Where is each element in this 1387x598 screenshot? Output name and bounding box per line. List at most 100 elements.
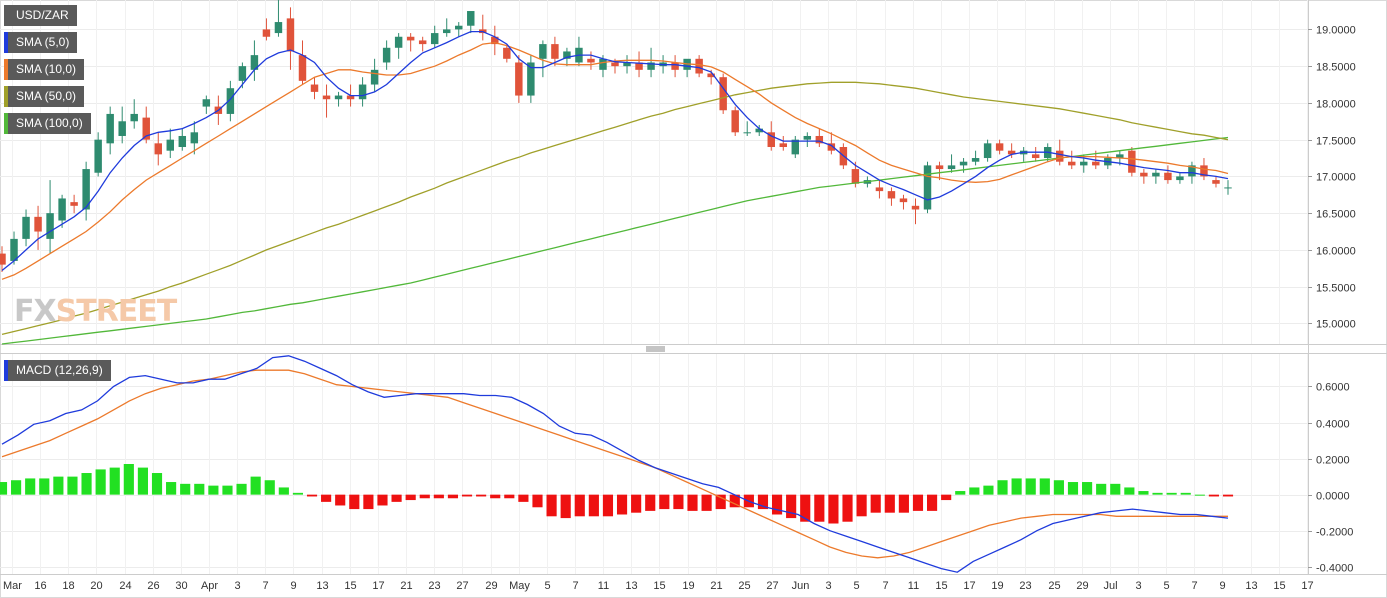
macd-histogram-bar xyxy=(631,494,642,513)
macd-histogram-bar xyxy=(645,494,656,511)
macd-histogram-bar xyxy=(532,494,543,508)
candle xyxy=(575,36,583,67)
date-tick-label: 27 xyxy=(456,580,468,592)
candle-body xyxy=(322,95,331,100)
candle xyxy=(635,51,643,78)
candle xyxy=(94,132,102,177)
candle-body xyxy=(995,143,1004,151)
date-tick-label: 7 xyxy=(262,580,268,592)
macd-histogram-bar xyxy=(335,494,346,506)
date-tick-label: 30 xyxy=(175,580,187,592)
macd-histogram-bar xyxy=(1039,478,1050,495)
date-tick-label: 15 xyxy=(1273,580,1285,592)
candle xyxy=(226,80,235,122)
candle xyxy=(10,231,18,265)
candle xyxy=(587,51,595,70)
macd-histogram-bar xyxy=(461,494,473,497)
candle-body xyxy=(959,161,968,166)
macd-histogram-bar xyxy=(95,469,106,495)
macd-histogram-bar xyxy=(236,483,247,495)
candle-body xyxy=(238,66,247,81)
candle-body xyxy=(467,11,475,26)
candle-body xyxy=(527,62,535,96)
macd-histogram-bar xyxy=(349,494,360,510)
date-tick-label: 9 xyxy=(290,580,296,592)
candle xyxy=(479,14,487,41)
date-tick-label: 21 xyxy=(400,580,412,592)
candle xyxy=(671,55,679,78)
candle-body xyxy=(455,25,463,30)
price-tick-label: 16.5000 xyxy=(1316,209,1356,221)
macd-histogram-bar xyxy=(166,482,177,495)
macd-tick-label: 0.6000 xyxy=(1316,382,1350,394)
sma100-line xyxy=(1,136,1229,345)
candle xyxy=(418,36,427,52)
macd-histogram-bar xyxy=(363,494,374,510)
macd-tick-label: -0.2000 xyxy=(1316,527,1353,539)
candle-body xyxy=(22,216,30,239)
candle-body xyxy=(1128,150,1136,173)
macd-histogram-bar xyxy=(941,494,952,501)
candle xyxy=(935,161,944,181)
candle-body xyxy=(803,135,812,140)
candle-body xyxy=(1188,165,1196,177)
candle-body xyxy=(370,69,379,85)
macd-histogram-bar xyxy=(1067,482,1079,495)
sma50-line xyxy=(1,81,1229,336)
candle-body xyxy=(635,62,643,70)
macd-histogram-bar xyxy=(321,494,332,502)
macd-histogram-bar xyxy=(1124,487,1135,495)
candle-body xyxy=(923,165,932,210)
macd-histogram-bar xyxy=(870,494,881,513)
candle xyxy=(22,209,30,247)
candle-body xyxy=(1176,176,1184,181)
sma10-swatch xyxy=(4,59,8,80)
candle xyxy=(503,44,511,63)
candle xyxy=(394,33,403,59)
candle xyxy=(491,25,499,56)
candle xyxy=(1031,147,1040,162)
price-tick-label: 17.5000 xyxy=(1316,136,1356,148)
candle xyxy=(262,18,271,41)
macd-histogram-bar xyxy=(250,476,261,495)
candle-body xyxy=(334,95,343,100)
candle xyxy=(719,73,727,114)
sma10-line xyxy=(1,41,1229,280)
date-tick-label: 7 xyxy=(572,580,578,592)
fxstreet-watermark: FXSTREET xyxy=(14,294,177,329)
candle xyxy=(1164,165,1172,184)
macd-line xyxy=(1,355,1229,573)
date-tick-label: 16 xyxy=(34,580,46,592)
price-tick-label: 15.0000 xyxy=(1316,319,1356,331)
candle-body xyxy=(46,213,54,239)
date-tick-label: 24 xyxy=(119,580,131,592)
candle-body xyxy=(310,84,319,92)
macd-histogram-bar xyxy=(757,494,769,510)
candle-body xyxy=(190,132,199,144)
candle-body xyxy=(1031,154,1040,159)
candle-body xyxy=(82,169,90,210)
candle-body xyxy=(154,143,162,155)
candle xyxy=(370,58,379,92)
price-tick-label: 15.5000 xyxy=(1316,283,1356,295)
candle-body xyxy=(166,139,175,151)
candle xyxy=(1055,139,1064,166)
macd-histogram-bar xyxy=(969,487,980,495)
macd-histogram-bar xyxy=(123,464,134,495)
legend-sma100: SMA (100,0) xyxy=(4,113,91,134)
date-tick-label: Jul xyxy=(1103,580,1117,592)
legend-sma50-text: SMA (50,0) xyxy=(16,89,77,103)
macd-histogram-bar xyxy=(67,476,78,495)
date-tick-label: 11 xyxy=(598,580,609,592)
macd-histogram-bar xyxy=(884,494,895,513)
candle-body xyxy=(611,62,619,67)
candle xyxy=(298,40,307,85)
macd-histogram-bar xyxy=(983,485,994,495)
date-tick-label: 13 xyxy=(1245,580,1257,592)
candle xyxy=(382,40,391,70)
candle xyxy=(1068,150,1076,170)
date-tick-label: 5 xyxy=(853,580,859,592)
macd-histogram-bar xyxy=(1222,494,1234,497)
candle-body xyxy=(947,165,956,170)
